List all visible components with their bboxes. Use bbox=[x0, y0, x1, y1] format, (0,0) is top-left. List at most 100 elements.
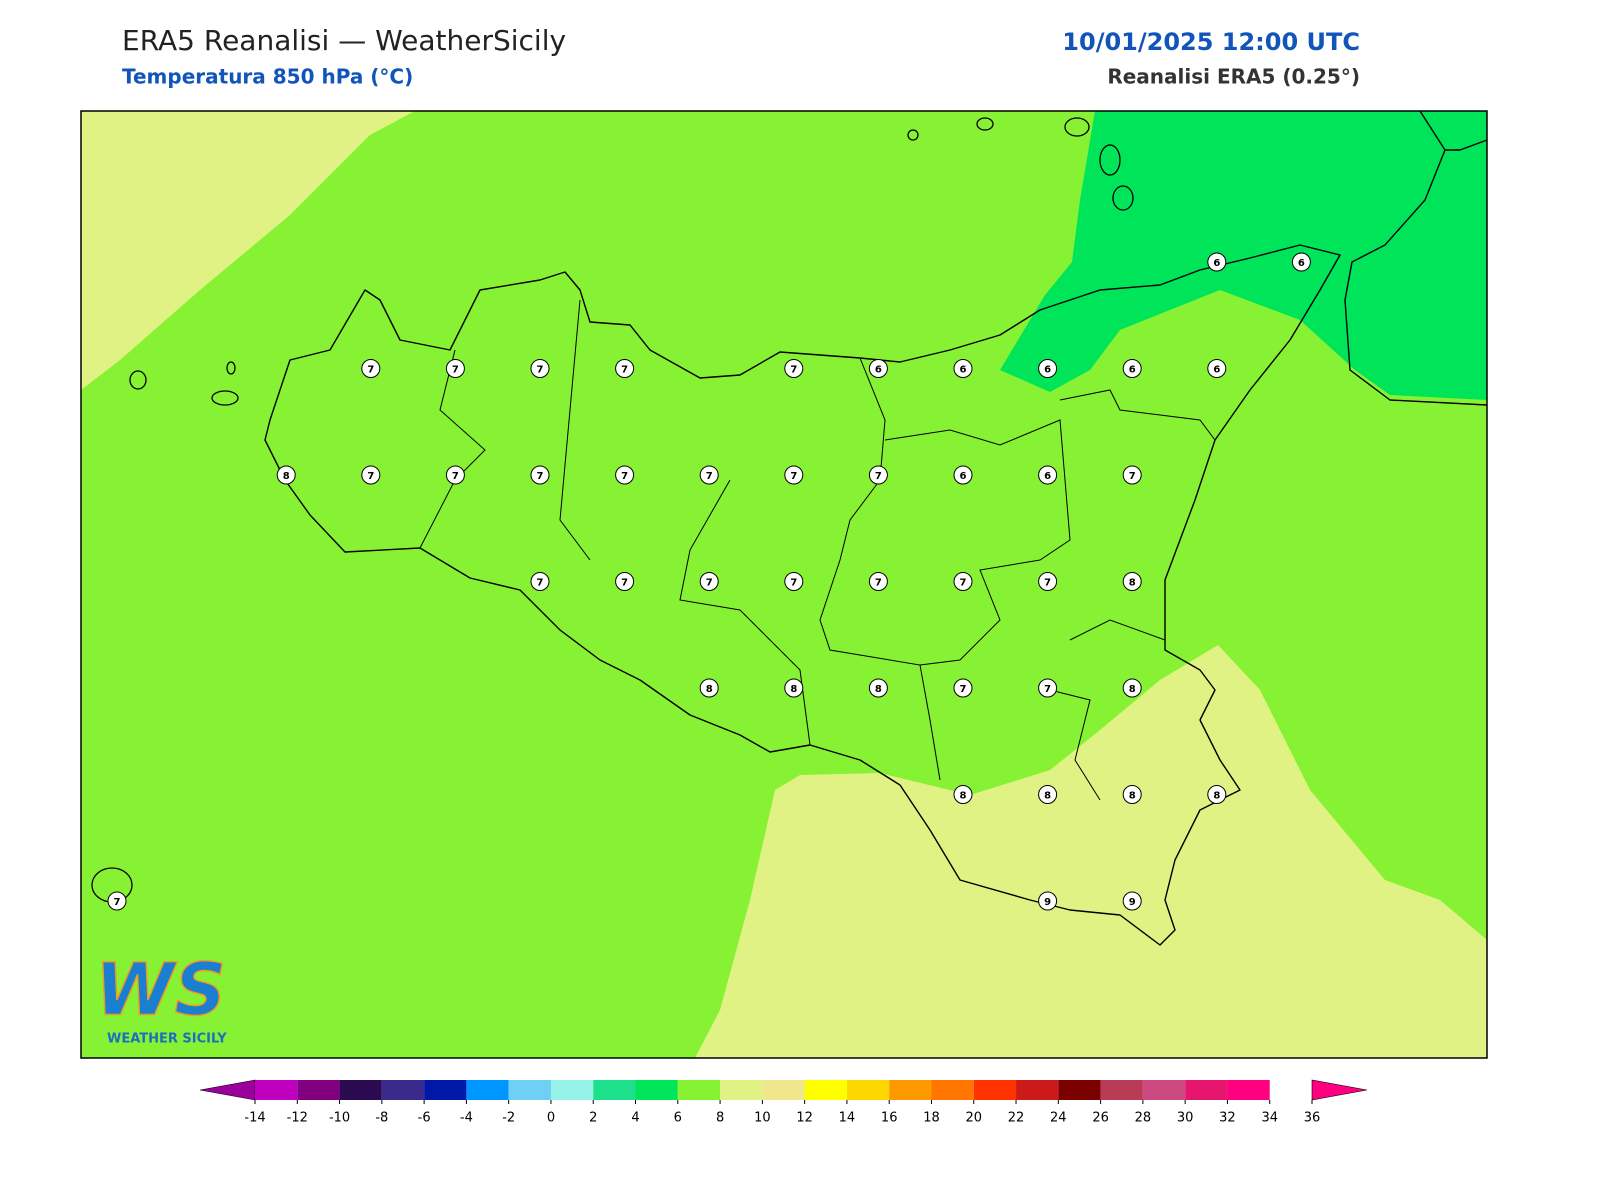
station-value: 7 bbox=[790, 578, 797, 589]
colorbar-swatch bbox=[1227, 1080, 1270, 1100]
colorbar-swatch bbox=[889, 1080, 932, 1100]
colorbar-tick-label: 4 bbox=[631, 1111, 639, 1126]
station-marker bbox=[1038, 572, 1058, 591]
colorbar-tick-label: 8 bbox=[716, 1111, 724, 1126]
station-value: 6 bbox=[960, 471, 967, 482]
station-marker bbox=[699, 572, 719, 591]
station-marker bbox=[868, 465, 888, 485]
station-marker bbox=[953, 359, 973, 378]
datetime: 10/01/2025 12:00 UTC bbox=[1062, 28, 1360, 56]
station-marker bbox=[868, 678, 888, 698]
logo-name: WEATHER SICILY bbox=[107, 1032, 227, 1047]
colorbar-swatch bbox=[1142, 1080, 1186, 1100]
province-borders bbox=[419, 299, 1216, 801]
station-marker bbox=[784, 465, 804, 485]
station-value: 9 bbox=[1129, 897, 1136, 908]
station-value: 7 bbox=[452, 471, 459, 482]
colorbar-tick-label: 0 bbox=[547, 1111, 555, 1126]
station-marker bbox=[1038, 891, 1058, 911]
station-value: 7 bbox=[875, 471, 882, 482]
colorbar-swatch bbox=[846, 1080, 890, 1100]
sicily-coast bbox=[264, 244, 1341, 946]
station-marker bbox=[953, 678, 973, 698]
station-value: 7 bbox=[706, 471, 713, 482]
station-value: 7 bbox=[367, 471, 374, 482]
station-value: 8 bbox=[1213, 791, 1220, 802]
station-marker bbox=[530, 359, 550, 378]
station-marker bbox=[361, 465, 381, 485]
station-value: 7 bbox=[1129, 471, 1136, 482]
station-marker bbox=[1207, 785, 1227, 804]
calabria-coast bbox=[1344, 111, 1487, 406]
colorbar-tick-label: -8 bbox=[375, 1111, 388, 1126]
colorbar-swatch bbox=[1058, 1080, 1101, 1100]
station-value: 8 bbox=[706, 684, 713, 695]
station-marker bbox=[1038, 678, 1058, 698]
colorbar-tick-label: -6 bbox=[418, 1111, 431, 1126]
island bbox=[129, 370, 147, 390]
colorbar-tick-label: -14 bbox=[244, 1111, 265, 1126]
station-value: 7 bbox=[537, 578, 544, 589]
colorbar-swatch bbox=[720, 1080, 763, 1100]
station-marker bbox=[107, 891, 127, 911]
station-marker bbox=[615, 359, 635, 378]
colorbar-tick-label: 28 bbox=[1135, 1111, 1152, 1126]
station-value: 7 bbox=[452, 365, 459, 376]
station-marker bbox=[699, 678, 719, 698]
title: ERA5 Reanalisi — WeatherSicily bbox=[122, 24, 566, 57]
station-value: 8 bbox=[1129, 578, 1136, 589]
station-value: 6 bbox=[1298, 258, 1305, 269]
colorbar-swatch bbox=[677, 1080, 721, 1100]
colorbar-tick-label: -12 bbox=[287, 1111, 308, 1126]
station-value: 7 bbox=[621, 471, 628, 482]
station-marker bbox=[1122, 465, 1142, 485]
colorbar-swatch bbox=[973, 1080, 1017, 1100]
island bbox=[1064, 117, 1090, 137]
colorbar-tick-label: -10 bbox=[329, 1111, 350, 1126]
station-marker bbox=[868, 359, 888, 378]
station-value: 7 bbox=[1044, 684, 1051, 695]
island bbox=[907, 129, 919, 141]
station-marker bbox=[953, 465, 973, 485]
station-value: 6 bbox=[1044, 365, 1051, 376]
station-value: 6 bbox=[960, 365, 967, 376]
colorbar-swatch bbox=[424, 1080, 467, 1100]
station-marker bbox=[1038, 359, 1058, 378]
colorbar-swatch bbox=[1100, 1080, 1143, 1100]
station-marker bbox=[953, 785, 973, 804]
colorbar-tick-label: 24 bbox=[1050, 1111, 1067, 1126]
colorbar-swatch bbox=[381, 1080, 425, 1100]
island bbox=[226, 361, 236, 375]
station-value: 7 bbox=[960, 578, 967, 589]
station-value: 7 bbox=[960, 684, 967, 695]
station-marker bbox=[445, 465, 465, 485]
colorbar-tick-label: 26 bbox=[1092, 1111, 1109, 1126]
station-value: 7 bbox=[790, 471, 797, 482]
station-value: 6 bbox=[875, 365, 882, 376]
station-marker bbox=[1122, 572, 1142, 591]
colorbar-swatch bbox=[1016, 1080, 1059, 1100]
station-value: 8 bbox=[283, 471, 290, 482]
station-value: 8 bbox=[1129, 684, 1136, 695]
station-value: 7 bbox=[706, 578, 713, 589]
station-value: 6 bbox=[1213, 258, 1220, 269]
station-value: 8 bbox=[960, 791, 967, 802]
colorbar-tick-label: 18 bbox=[923, 1111, 940, 1126]
station-value: 6 bbox=[1044, 471, 1051, 482]
colorbar-over bbox=[1311, 1079, 1368, 1101]
colorbar-swatch bbox=[339, 1080, 382, 1100]
station-marker bbox=[1291, 252, 1311, 272]
colorbar-tick-label: 30 bbox=[1177, 1111, 1194, 1126]
station-value: 9 bbox=[1044, 897, 1051, 908]
colorbar-tick-label: -4 bbox=[460, 1111, 473, 1126]
station-value: 7 bbox=[537, 471, 544, 482]
station-value: 8 bbox=[790, 684, 797, 695]
colorbar-swatch bbox=[1185, 1080, 1228, 1100]
station-marker bbox=[1122, 891, 1142, 911]
station-marker bbox=[784, 572, 804, 591]
colorbar-tick-label: 22 bbox=[1008, 1111, 1025, 1126]
station-labels: 6 6 7 7 7 7 7 6 6 6 6 6 8 7 7 7 7 7 7 7 6 6 7 7 7 7 7 7 7 7 8 8 8 8 7 7 8 8 8 8… bbox=[107, 252, 1311, 911]
map-frame bbox=[80, 110, 1488, 1059]
station-value: 7 bbox=[1044, 578, 1051, 589]
